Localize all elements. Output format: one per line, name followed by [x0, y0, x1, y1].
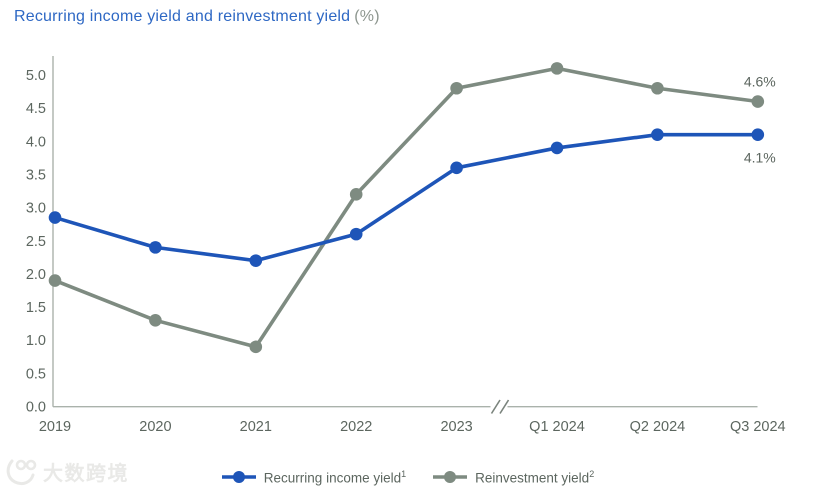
series-2-point	[249, 340, 263, 354]
x-tick-label: 2019	[39, 419, 71, 435]
legend-label-text: Recurring income yield	[263, 470, 402, 486]
chart-title: Recurring income yield and reinvestment …	[14, 7, 380, 27]
x-tick-label: Q3 2024	[730, 419, 786, 435]
series-1-point	[651, 128, 664, 141]
series-1-point	[249, 254, 263, 267]
series-2-point	[349, 188, 363, 201]
series-2-point	[149, 314, 162, 327]
y-tick-label: 3.5	[26, 167, 46, 183]
series-2-point	[48, 274, 62, 287]
legend-item-reinvestment-yield: Reinvestment yield2	[432, 469, 594, 486]
y-tick-label: 4.0	[26, 134, 46, 150]
legend-label-superscript: 2	[589, 468, 595, 479]
y-tick-label: 5.0	[26, 68, 46, 84]
line-chart-plot: 0.0 0.5 1.0 1.5 2.0 2.5 3.0 3.5 4.0 4.5 5.0 2019 202…	[26, 56, 786, 435]
y-tick-label: 1.5	[26, 300, 46, 316]
series-line-1	[53, 132, 760, 263]
legend-label: Reinvestment yield2	[475, 469, 594, 486]
series-2-point	[450, 81, 463, 95]
series-1-point	[550, 141, 564, 155]
end-value-label: 4.1%	[744, 150, 776, 166]
y-tick-label: 2.0	[26, 267, 46, 283]
y-tick-label: 3.0	[26, 201, 46, 217]
axis-break-slash	[490, 399, 501, 414]
series-1-point	[751, 128, 765, 141]
legend-label-superscript: 1	[401, 468, 407, 479]
x-tick-label: Q1 2024	[529, 419, 585, 435]
legend-label-text: Reinvestment yield	[475, 470, 590, 486]
x-tick-label: 2021	[240, 419, 272, 435]
legend-marker-icon	[433, 471, 468, 483]
y-tick-label: 0.0	[26, 400, 46, 416]
y-tick-label: 1.0	[26, 333, 46, 349]
x-tick-label: 2023	[440, 419, 472, 435]
series-1-point	[349, 227, 363, 241]
end-value-label: 4.6%	[744, 74, 776, 90]
series-line-2	[53, 66, 760, 349]
series-1-point	[48, 211, 62, 224]
y-tick-label: 2.5	[26, 234, 46, 250]
chart-title-text: Recurring income yield and reinvestment …	[14, 8, 351, 25]
chart-title-unit: (%)	[354, 8, 380, 25]
series-2-point	[550, 62, 564, 75]
axis-break-slash	[499, 399, 510, 414]
series-1-point	[450, 161, 463, 175]
x-tick-label: 2022	[340, 419, 372, 435]
x-tick-label: 2020	[139, 419, 171, 435]
legend-label: Recurring income yield1	[264, 469, 406, 486]
series-2-point	[751, 95, 765, 108]
x-tick-label: Q2 2024	[630, 419, 686, 435]
chart-legend: Recurring income yield1 Reinvestment yiel…	[0, 463, 815, 491]
series-1-point	[149, 241, 162, 254]
series-2-point	[651, 81, 664, 95]
y-tick-label: 0.5	[26, 366, 46, 382]
legend-marker-icon	[221, 471, 256, 483]
y-tick-label: 4.5	[26, 101, 46, 117]
legend-item-recurring-income-yield: Recurring income yield1	[221, 469, 406, 486]
